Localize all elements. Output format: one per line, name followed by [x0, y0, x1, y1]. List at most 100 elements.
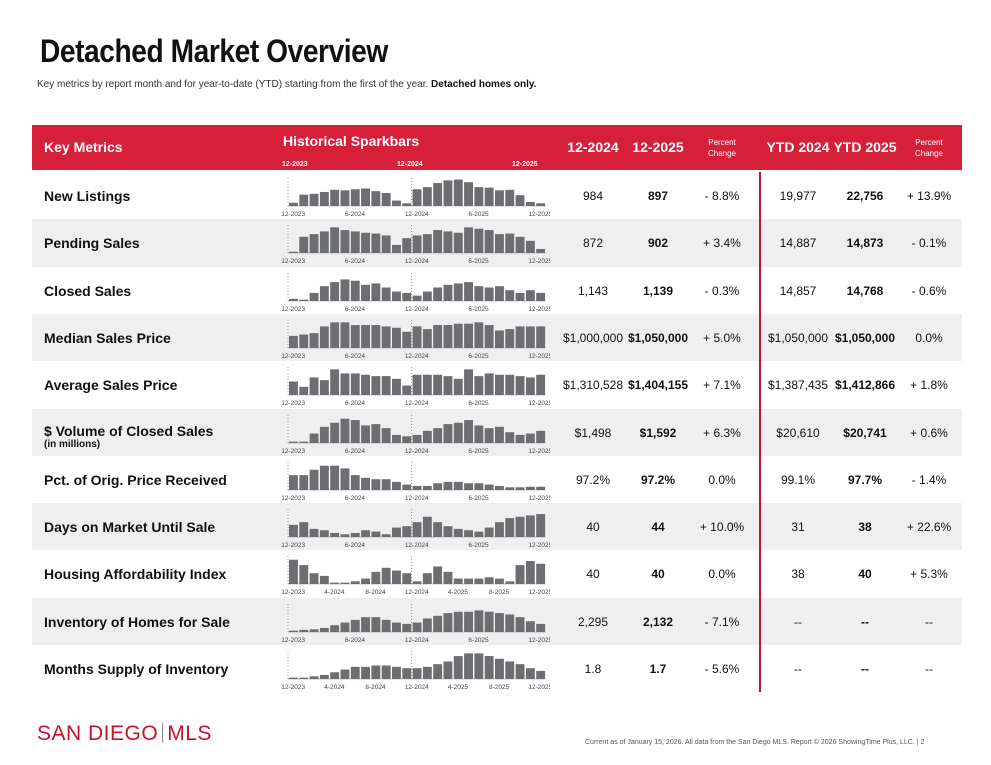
- spark-label: 6-2024: [345, 637, 366, 644]
- sparkbar-chart: 12-2023 6-2024 12-2024 6-2025 12-2025: [281, 319, 550, 360]
- sparkbar: [392, 434, 401, 443]
- metric-label: Housing Affordability Index: [44, 566, 227, 583]
- sparkbar: [330, 583, 340, 585]
- sparkbar-chart: 12-2023 6-2024 12-2024 6-2025 12-2025: [281, 225, 550, 265]
- value-cell: 0.0%: [915, 330, 943, 345]
- sparkbar: [515, 326, 525, 348]
- sparkbar: [433, 566, 443, 585]
- value-cell: 902: [647, 236, 669, 251]
- sparkbar: [371, 478, 381, 490]
- sparkbar: [402, 331, 412, 348]
- spark-label: 4-2025: [448, 589, 469, 596]
- sparkbar: [505, 328, 515, 348]
- sparkbar: [350, 231, 360, 254]
- sparkbar: [340, 669, 350, 679]
- sparkbar: [495, 522, 504, 538]
- sparkbar: [330, 281, 340, 301]
- sparkbar: [309, 528, 319, 538]
- sparkbar: [299, 474, 309, 490]
- sparkbar: [495, 426, 504, 443]
- sparkbar: [525, 561, 535, 585]
- sparkbar-chart: 12-2023 6-2024 12-2024 6-2025 12-2025: [281, 367, 550, 407]
- spark-label: 12-2025: [528, 589, 550, 596]
- value-cell: $20,610: [776, 425, 820, 440]
- sparkbar: [299, 194, 309, 206]
- value-cell: 1,143: [577, 283, 609, 298]
- sparkbar: [525, 668, 535, 679]
- sparkbar: [536, 564, 546, 585]
- sparkbar: [319, 576, 329, 585]
- sparkbar: [392, 327, 401, 348]
- sparkbar: [340, 230, 350, 254]
- value-cell: --: [925, 614, 933, 629]
- sparkbar: [422, 430, 432, 443]
- sparkbar: [309, 333, 319, 348]
- spark-label: 6-2025: [468, 353, 489, 360]
- sparkbar: [319, 627, 329, 632]
- spark-label: 12-2024: [405, 258, 429, 265]
- sparkbar: [361, 666, 370, 679]
- value-cell: 40: [651, 567, 665, 582]
- value-cell: 44: [651, 520, 665, 535]
- sparkbar: [299, 299, 309, 301]
- metric-label: Days on Market Until Sale: [44, 519, 216, 536]
- sparkbar: [289, 524, 298, 538]
- value-cell: 40: [858, 567, 872, 582]
- sparkbar: [361, 530, 370, 538]
- sparkbar: [289, 381, 298, 396]
- sparkbar: [443, 376, 453, 396]
- sparkbar: [309, 469, 319, 490]
- footer-note: Current as of January 15, 2026. All data…: [585, 739, 925, 746]
- spark-label: 12-2023: [281, 211, 305, 218]
- value-cell: 97.2%: [575, 472, 611, 487]
- sparkbar: [412, 189, 422, 206]
- sparkbar-chart: 12-2023 6-2024 12-2024 6-2025 12-2025: [281, 178, 550, 218]
- sparkbar: [371, 572, 381, 585]
- value-cell: 14,857: [779, 283, 817, 298]
- value-cell: $1,387,435: [767, 378, 829, 393]
- metric-sub: (in millions): [44, 438, 101, 450]
- sparkbar: [289, 298, 298, 301]
- value-cell: + 22.6%: [906, 520, 952, 535]
- value-cell: --: [861, 662, 869, 676]
- value-cell: $1,050,000: [767, 330, 829, 345]
- sparkbar: [474, 610, 484, 632]
- sparkbar: [319, 530, 329, 538]
- sparkbar: [484, 656, 494, 679]
- spark-label: 12-2025: [528, 684, 550, 691]
- sparkbar: [495, 374, 504, 396]
- sparkbar: [443, 324, 453, 348]
- spark-label: 6-2024: [345, 306, 366, 313]
- value-cell: 97.2%: [640, 472, 676, 487]
- sparkbar: [505, 487, 515, 490]
- sparkbar: [495, 485, 504, 490]
- sparkbar: [525, 515, 535, 538]
- sparkbar: [350, 189, 360, 206]
- spark-label: 12-2025: [528, 211, 550, 218]
- sparkbar: [381, 287, 391, 301]
- sparkbar: [443, 231, 453, 254]
- sparkbar: [536, 326, 546, 348]
- divider: [759, 172, 761, 692]
- spark-label: 12-2025: [528, 258, 550, 265]
- value-cell: --: [861, 614, 869, 629]
- value-cell: $20,741: [843, 425, 887, 440]
- sparkbar: [495, 190, 504, 206]
- sparkbar: [412, 581, 422, 585]
- sparkbar: [340, 322, 350, 348]
- value-cell: $1,404,155: [627, 378, 689, 393]
- sparkbar: [340, 468, 350, 490]
- sparkbar: [381, 534, 391, 538]
- value-cell: 1.7: [649, 662, 667, 676]
- metric-name: Average Sales Price: [44, 377, 177, 393]
- spark-label: 6-2025: [468, 495, 489, 502]
- sparkbar: [289, 335, 298, 348]
- sparkbar: [299, 522, 309, 538]
- sparkbar: [392, 622, 401, 632]
- sparkbar: [484, 324, 494, 348]
- sparkbar: [319, 465, 329, 490]
- sparkbar: [525, 289, 535, 301]
- value-cell: $1,000,000: [562, 330, 624, 345]
- sparkbar: [330, 465, 340, 490]
- sparkbar: [536, 203, 546, 206]
